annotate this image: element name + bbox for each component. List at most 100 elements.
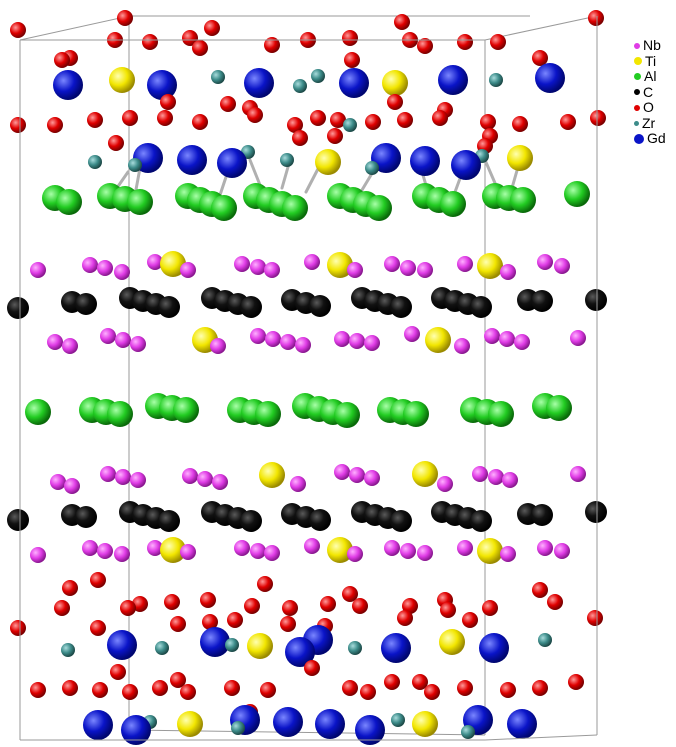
atom-gd (315, 709, 345, 739)
atom-gd (410, 146, 440, 176)
atom-o (204, 20, 220, 36)
atom-al (282, 195, 308, 221)
atom-o (397, 112, 413, 128)
atom-al (564, 181, 590, 207)
atom-nb (500, 264, 516, 280)
legend-item-zr: Zr (634, 115, 674, 132)
atom-al (488, 401, 514, 427)
atom-nb (62, 338, 78, 354)
atom-gd (438, 65, 468, 95)
atom-zr (489, 73, 503, 87)
atom-o (192, 40, 208, 56)
atom-o (590, 110, 606, 126)
atom-nb (437, 476, 453, 492)
atom-nb (212, 474, 228, 490)
atom-ti (425, 327, 451, 353)
atom-ti (382, 70, 408, 96)
atom-o (360, 684, 376, 700)
cell-edge (19, 15, 130, 41)
atom-c (531, 504, 553, 526)
atom-ti (315, 149, 341, 175)
atom-c (158, 510, 180, 532)
atom-gd (355, 715, 385, 745)
atom-nb (250, 543, 266, 559)
atom-zr (391, 713, 405, 727)
atom-gd (285, 637, 315, 667)
atom-zr (348, 641, 362, 655)
atom-o (327, 128, 343, 144)
atom-gd (107, 630, 137, 660)
atom-nb (364, 470, 380, 486)
legend-label: Al (644, 68, 657, 85)
atom-ti (507, 145, 533, 171)
atom-o (482, 600, 498, 616)
atom-o (304, 660, 320, 676)
atom-zr (461, 725, 475, 739)
atom-o (480, 114, 496, 130)
atom-o (180, 684, 196, 700)
atom-o (547, 594, 563, 610)
atom-nb (334, 464, 350, 480)
atom-nb (264, 545, 280, 561)
atom-o (157, 110, 173, 126)
atom-o (320, 596, 336, 612)
atom-al (255, 401, 281, 427)
atom-al (510, 187, 536, 213)
atom-c (585, 501, 607, 523)
atom-o (287, 117, 303, 133)
atom-nb (384, 540, 400, 556)
atom-zr (225, 638, 239, 652)
atom-nb (290, 476, 306, 492)
atom-nb (114, 264, 130, 280)
atom-o (160, 94, 176, 110)
atom-ti (327, 252, 353, 278)
atom-ti (477, 538, 503, 564)
atom-o (87, 112, 103, 128)
atom-gd (507, 709, 537, 739)
atom-o (110, 664, 126, 680)
atom-nb (349, 467, 365, 483)
atom-o (152, 680, 168, 696)
atom-nb (234, 540, 250, 556)
atom-o (122, 110, 138, 126)
atom-o (220, 96, 236, 112)
atom-nb (100, 466, 116, 482)
atom-gd (217, 148, 247, 178)
atom-o (280, 616, 296, 632)
atom-nb (97, 260, 113, 276)
atom-nb (250, 259, 266, 275)
atom-nb (537, 254, 553, 270)
atom-ti (109, 67, 135, 93)
atom-o (264, 37, 280, 53)
atom-al (56, 189, 82, 215)
legend-label: Nb (643, 37, 661, 54)
atom-c (390, 510, 412, 532)
legend-item-nb: Nb (634, 38, 674, 54)
atom-o (47, 117, 63, 133)
atom-o (227, 612, 243, 628)
atom-gd (147, 70, 177, 100)
atom-o (122, 684, 138, 700)
atom-nb (454, 338, 470, 354)
atom-nb (197, 471, 213, 487)
atom-nb (514, 334, 530, 350)
atom-nb (349, 333, 365, 349)
atom-nb (280, 334, 296, 350)
atom-gd (83, 710, 113, 740)
legend-label: Gd (647, 130, 666, 147)
atom-o (164, 594, 180, 610)
atom-o (457, 680, 473, 696)
atom-nb (97, 543, 113, 559)
atom-zr (128, 158, 142, 172)
atom-o (30, 682, 46, 698)
atom-o (342, 30, 358, 46)
atom-o (432, 110, 448, 126)
atom-o (224, 680, 240, 696)
atom-o (330, 112, 346, 128)
atom-zr (231, 721, 245, 735)
atom-zr (211, 70, 225, 84)
atom-o (108, 135, 124, 151)
atom-o (387, 94, 403, 110)
atom-ti (412, 461, 438, 487)
atom-c (470, 296, 492, 318)
